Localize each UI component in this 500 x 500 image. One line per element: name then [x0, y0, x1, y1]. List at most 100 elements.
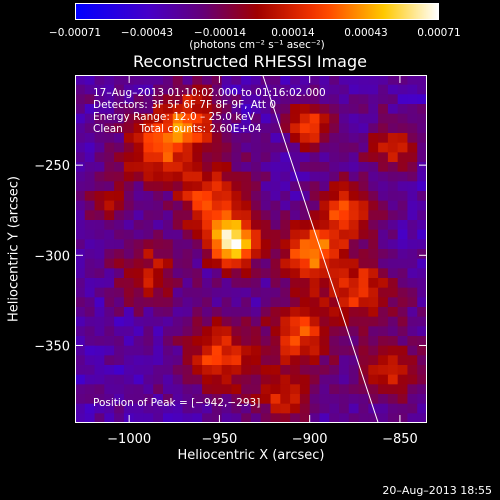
- heatmap-cell: [260, 258, 272, 269]
- heatmap-cell: [358, 249, 369, 260]
- heatmap-cell: [329, 142, 340, 153]
- heatmap-cell: [319, 287, 330, 298]
- heatmap-cell: [299, 123, 311, 134]
- heatmap-cell: [192, 162, 203, 173]
- heatmap-cell: [182, 345, 193, 356]
- heatmap-cell: [143, 104, 154, 115]
- heatmap-cell: [75, 220, 86, 231]
- heatmap-cell: [133, 268, 145, 279]
- heatmap-cell: [172, 249, 184, 260]
- heatmap-cell: [182, 268, 193, 279]
- heatmap-cell: [309, 278, 321, 289]
- heatmap-cell: [114, 336, 125, 347]
- heatmap-cell: [153, 152, 164, 163]
- heatmap-cell: [202, 355, 213, 366]
- heatmap-cell: [270, 133, 281, 144]
- heatmap-cell: [221, 384, 233, 395]
- heatmap-cell: [368, 249, 379, 260]
- heatmap-cell: [358, 316, 369, 327]
- heatmap-cell: [211, 191, 223, 202]
- heatmap-cell: [368, 75, 379, 86]
- heatmap-cell: [299, 133, 311, 144]
- heatmap-cell: [202, 365, 213, 376]
- heatmap-cell: [114, 171, 125, 182]
- heatmap-cell: [319, 394, 330, 405]
- heatmap-cell: [192, 239, 203, 250]
- heatmap-cell: [358, 307, 369, 318]
- heatmap-cell: [407, 191, 418, 202]
- heatmap-cell: [75, 229, 86, 240]
- heatmap-cell: [378, 210, 389, 221]
- heatmap-cell: [299, 336, 311, 347]
- heatmap-cell: [221, 220, 233, 231]
- heatmap-cell: [339, 104, 350, 115]
- heatmap-cell: [182, 152, 193, 163]
- heatmap-cell: [309, 142, 321, 153]
- heatmap-cell: [319, 171, 330, 182]
- heatmap-cell: [260, 326, 272, 337]
- heatmap-cell: [84, 258, 96, 269]
- heatmap-cell: [84, 84, 96, 95]
- heatmap-cell: [182, 258, 193, 269]
- heatmap-cell: [241, 113, 252, 124]
- heatmap-cell: [368, 220, 379, 231]
- heatmap-cell: [260, 142, 272, 153]
- heatmap-cell: [153, 258, 164, 269]
- heatmap-cell: [172, 84, 184, 95]
- heatmap-cell: [221, 142, 233, 153]
- heatmap-cell: [417, 326, 427, 337]
- heatmap-cell: [143, 123, 154, 134]
- heatmap-cell: [202, 210, 213, 221]
- heatmap-cell: [290, 171, 301, 182]
- heatmap-cell: [397, 75, 409, 86]
- heatmap-cell: [182, 200, 193, 211]
- heatmap-cell: [231, 403, 242, 414]
- heatmap-cell: [241, 239, 252, 250]
- heatmap-cell: [75, 297, 86, 308]
- heatmap-cell: [407, 336, 418, 347]
- heatmap-cell: [172, 278, 184, 289]
- heatmap-cell: [114, 200, 125, 211]
- heatmap-cell: [397, 345, 409, 356]
- heatmap-cell: [143, 394, 154, 405]
- heatmap-cell: [358, 84, 369, 95]
- heatmap-cell: [163, 287, 174, 298]
- heatmap-cell: [84, 133, 96, 144]
- heatmap-cell: [153, 113, 164, 124]
- heatmap-cell: [104, 84, 115, 95]
- heatmap-cell: [368, 336, 379, 347]
- heatmap-cell: [299, 181, 311, 192]
- heatmap-cell: [104, 394, 115, 405]
- heatmap-cell: [407, 210, 418, 221]
- heatmap-cell: [221, 268, 233, 279]
- heatmap-cell: [94, 75, 105, 86]
- heatmap-cell: [143, 297, 154, 308]
- heatmap-cell: [182, 84, 193, 95]
- heatmap-cell: [123, 84, 135, 95]
- heatmap-cell: [143, 94, 154, 105]
- heatmap-cell: [241, 316, 252, 327]
- heatmap-cell: [211, 336, 223, 347]
- heatmap-cell: [123, 249, 135, 260]
- heatmap-cell: [211, 104, 223, 115]
- y-tick-label: −350: [34, 339, 70, 354]
- heatmap-cell: [133, 133, 145, 144]
- heatmap-cell: [114, 142, 125, 153]
- heatmap-cell: [319, 403, 330, 414]
- heatmap-cell: [368, 384, 379, 395]
- heatmap-cell: [299, 210, 311, 221]
- heatmap-cell: [192, 413, 203, 423]
- heatmap-cell: [241, 142, 252, 153]
- heatmap-cell: [397, 220, 409, 231]
- heatmap-cell: [348, 113, 360, 124]
- heatmap-cell: [153, 345, 164, 356]
- heatmap-cell: [348, 181, 360, 192]
- heatmap-cell: [309, 336, 321, 347]
- heatmap-cell: [358, 191, 369, 202]
- heatmap-cell: [231, 142, 242, 153]
- heatmap-cell: [241, 171, 252, 182]
- heatmap-cell: [280, 384, 291, 395]
- heatmap-cell: [407, 374, 418, 385]
- heatmap-cell: [319, 75, 330, 86]
- heatmap-cell: [251, 403, 262, 414]
